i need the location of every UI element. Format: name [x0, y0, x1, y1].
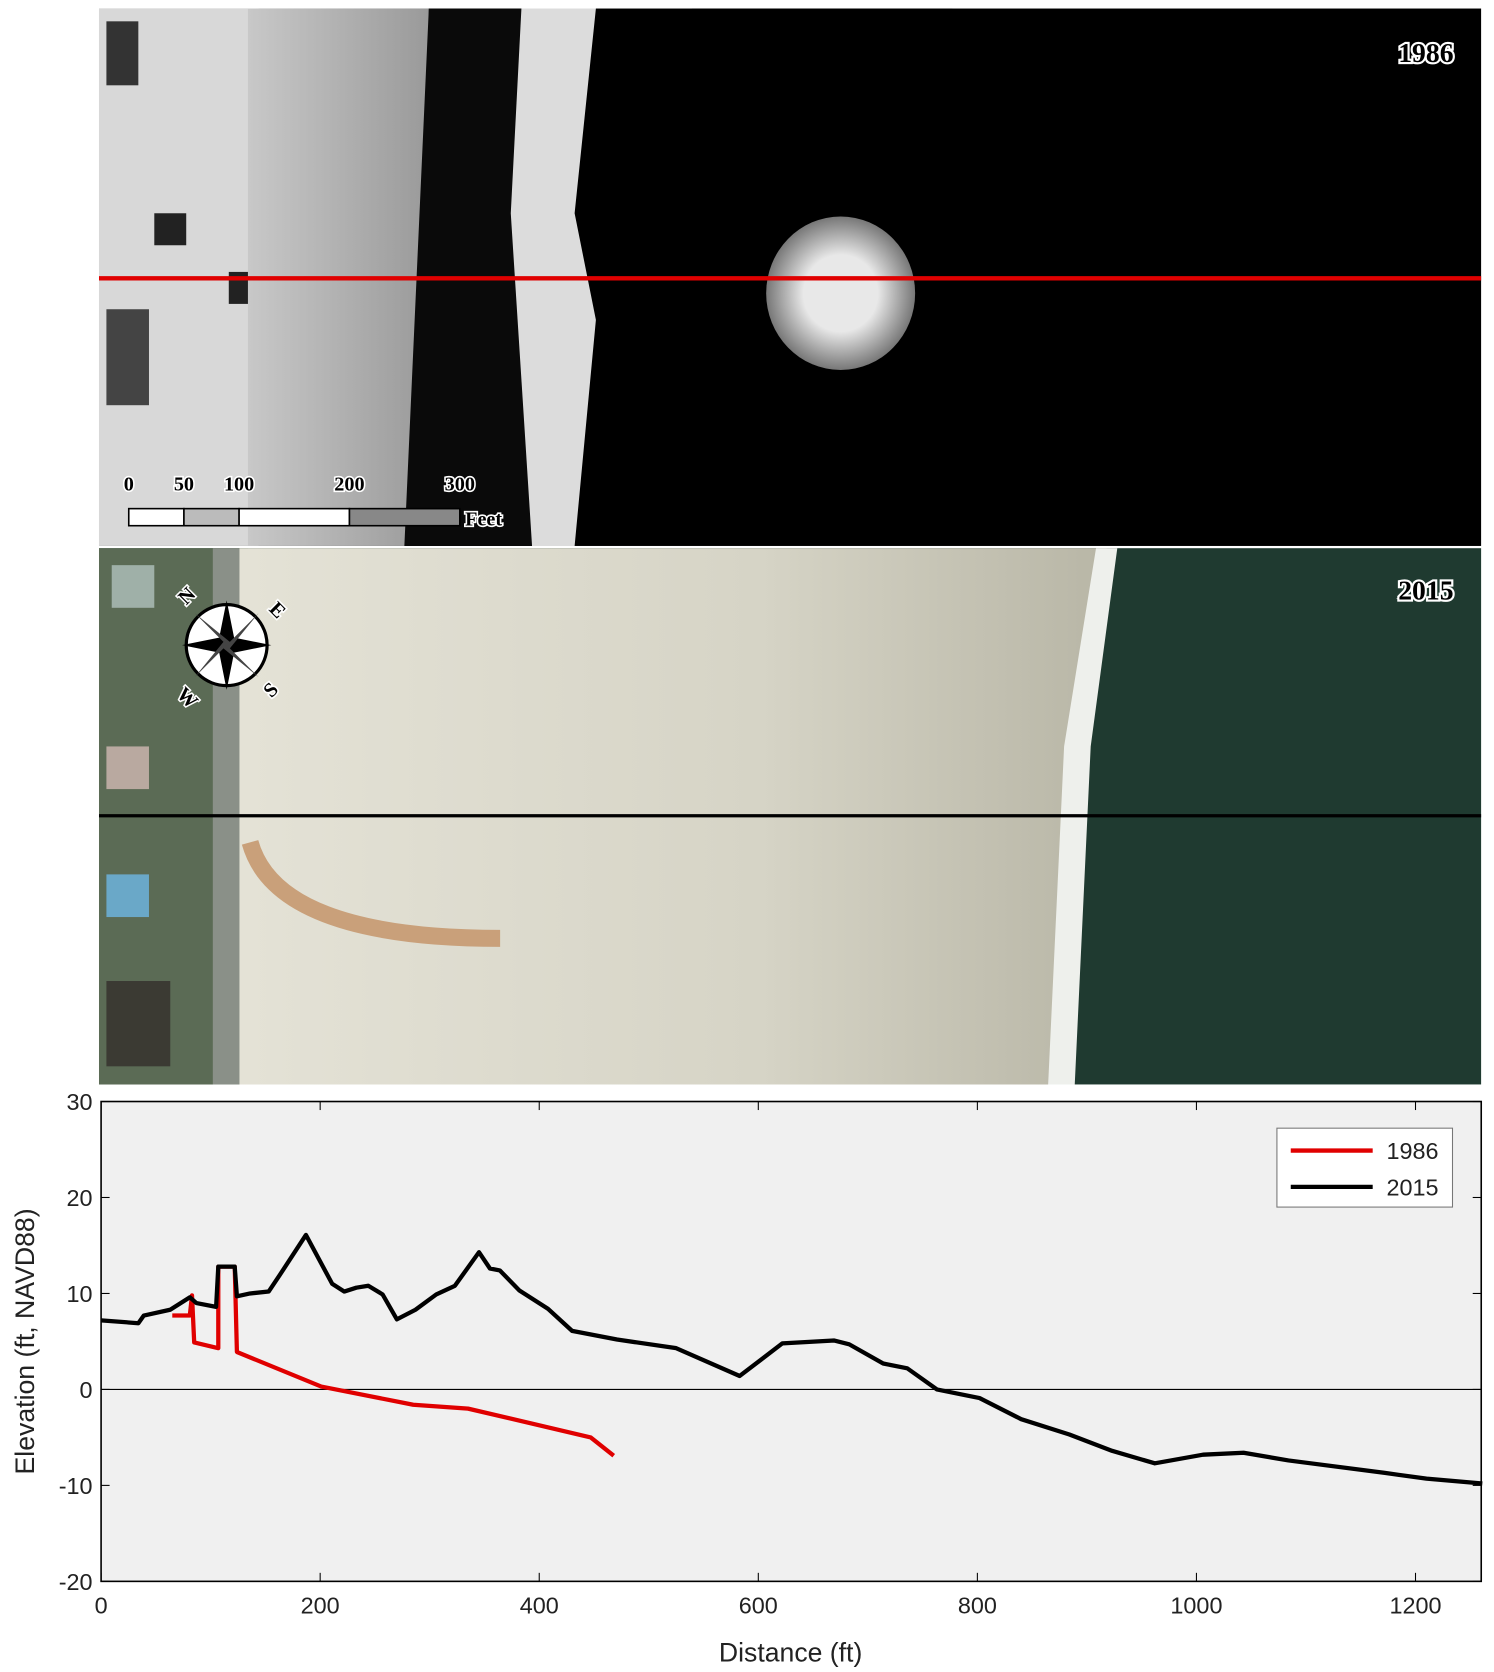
x-tick-label: 0	[95, 1592, 108, 1618]
x-tick-label: 200	[301, 1592, 340, 1618]
chart: 0 200 400 600 800 1000 1200 -20 -10 0 10 20 30 1986 20…	[59, 1089, 1483, 1618]
scale-segment	[183, 507, 240, 527]
x-tick-label: 1200	[1389, 1592, 1441, 1618]
y-tick-label: -20	[59, 1569, 93, 1595]
x-tick-label: 400	[520, 1592, 559, 1618]
scale-label: 300	[445, 473, 475, 495]
x-axis-label: Distance (ft)	[719, 1637, 862, 1667]
y-axis-label: Elevation (ft, NAVD88)	[10, 1208, 40, 1474]
x-tick-label: 600	[739, 1592, 778, 1618]
scale-segment	[348, 507, 461, 527]
series-line	[100, 1232, 1483, 1486]
y-tick-label: 30	[67, 1089, 93, 1115]
y-tick-label: -10	[59, 1473, 93, 1499]
scale-label: 200	[334, 473, 364, 495]
y-tick-label: 10	[67, 1281, 93, 1307]
legend-label: 1986	[1387, 1138, 1439, 1164]
legend-box	[1276, 1127, 1454, 1208]
scale-segment	[238, 507, 351, 527]
panel-label: 1986	[1398, 37, 1453, 68]
scale-label: 100	[224, 473, 254, 495]
scale-label: 50	[174, 473, 194, 495]
scale-segment	[127, 507, 185, 527]
photo-1986	[98, 8, 1482, 546]
panel-label: 2015	[1398, 574, 1453, 605]
y-tick-label: 20	[67, 1185, 93, 1211]
legend-label: 2015	[1387, 1174, 1439, 1200]
y-tick-label: 0	[80, 1377, 93, 1403]
x-tick-label: 1000	[1170, 1592, 1222, 1618]
photo-2015	[98, 548, 1482, 1085]
scale-label: 0	[124, 473, 134, 495]
scale-unit: Feet	[465, 509, 502, 531]
x-tick-label: 800	[958, 1592, 997, 1618]
scale-bar: 0 50 100 200 300 Feet	[122, 472, 504, 532]
